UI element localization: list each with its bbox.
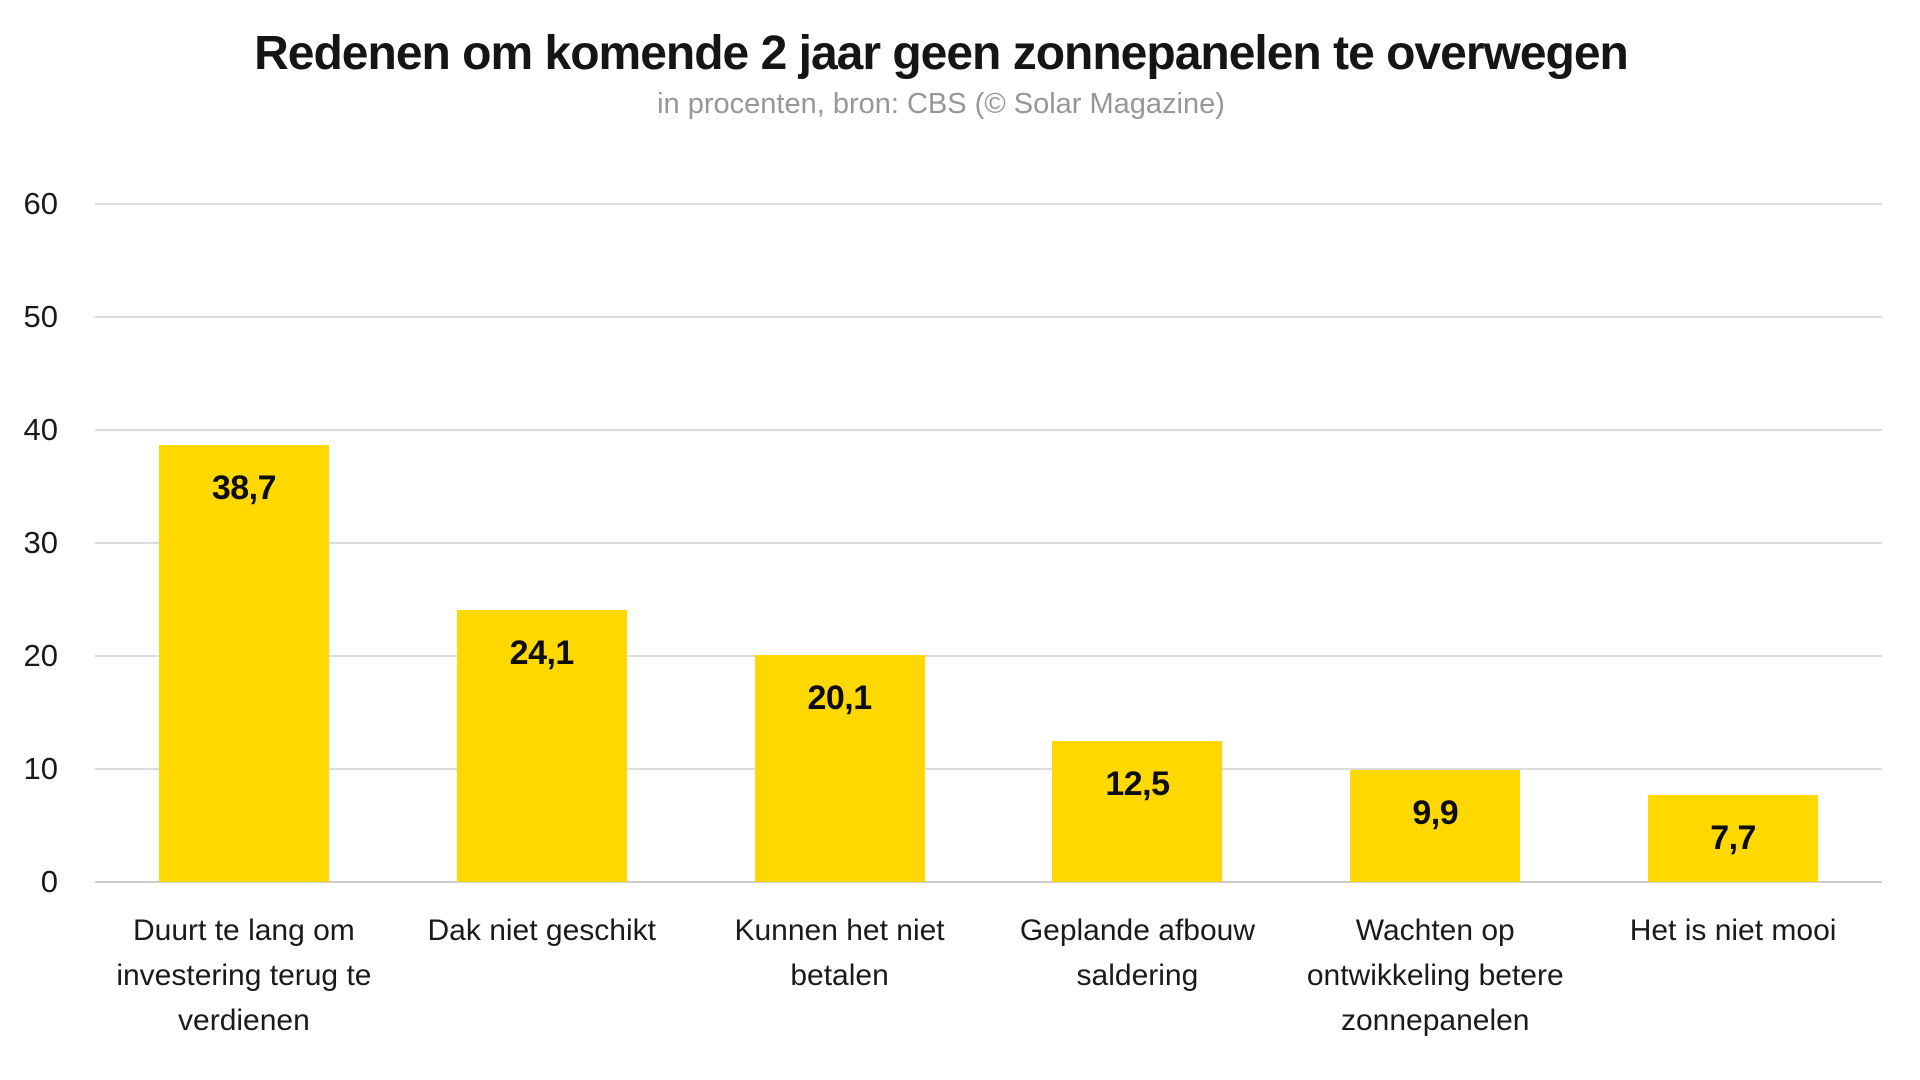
x-tick-label-line: saldering [1076, 959, 1199, 992]
bar: 12,5 [1052, 740, 1223, 882]
x-tick-label: Kunnen het niet betalen [691, 908, 989, 998]
x-tick-label-line: Duurt te lang om [133, 914, 355, 947]
chart-title: Redenen om komende 2 jaar geen zonnepane… [254, 27, 1629, 80]
x-tick-label-line: betalen [790, 959, 889, 992]
y-tick-label: 20 [23, 638, 58, 673]
x-tick-label: Het is niet mooi [1584, 908, 1882, 953]
bar-value-label: 20,1 [807, 678, 872, 717]
bar-value-label: 12,5 [1105, 764, 1170, 803]
y-tick-label: 60 [23, 186, 58, 221]
bar: 38,7 [158, 444, 329, 882]
x-axis-baseline [95, 881, 1882, 883]
x-tick-label-line: Kunnen het niet [734, 914, 945, 947]
x-tick-label-line: Dak niet geschikt [427, 914, 656, 947]
gridline [95, 542, 1882, 544]
bar: 20,1 [754, 654, 925, 882]
x-tick-label: Wachten op ontwikkeling betere zonnepanele… [1286, 908, 1584, 1043]
y-tick-label: 40 [23, 412, 58, 447]
x-tick-label-line: investering terug te [116, 959, 372, 992]
x-tick-label-line: Wachten op [1355, 914, 1515, 947]
gridline [95, 768, 1882, 770]
bar: 9,9 [1350, 770, 1521, 882]
x-tick-label-line: Het is niet mooi [1629, 914, 1837, 947]
bar-value-label: 9,9 [1412, 794, 1459, 833]
y-tick-label: 50 [23, 299, 58, 334]
bar: 24,1 [456, 609, 627, 882]
x-tick-label: Dak niet geschikt [393, 908, 691, 953]
bar: 7,7 [1648, 795, 1819, 882]
gridline [95, 203, 1882, 205]
x-tick-label: Geplande afbouw saldering [989, 908, 1287, 998]
bar-value-label: 24,1 [509, 633, 575, 672]
x-tick-label-line: zonnepanelen [1340, 1004, 1530, 1037]
gridline [95, 429, 1882, 431]
x-tick-label-line: Geplande afbouw [1019, 914, 1255, 947]
plot-area: 38,7 24,1 20,1 12,5 9,9 7,7 [95, 203, 1882, 883]
x-tick-label-line: verdienen [178, 1004, 310, 1037]
gridline [95, 655, 1882, 657]
gridline [95, 316, 1882, 318]
y-tick-label: 10 [23, 751, 58, 786]
bar-value-label: 7,7 [1710, 819, 1756, 857]
x-tick-label: Duurt te lang om investering terug te verd… [95, 908, 393, 1043]
chart-subtitle: in procenten, bron: CBS (© Solar Magazin… [657, 88, 1225, 120]
bar-value-label: 38,7 [211, 468, 277, 507]
y-tick-label: 30 [23, 525, 58, 560]
x-tick-label-line: ontwikkeling betere [1306, 959, 1564, 992]
y-tick-label: 0 [40, 864, 58, 899]
